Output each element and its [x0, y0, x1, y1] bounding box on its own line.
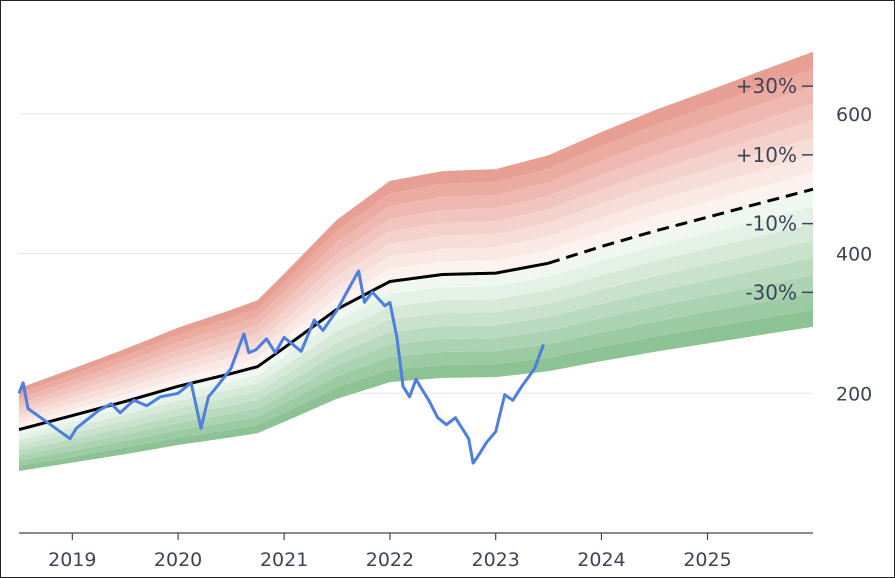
valuation-band-under-2 — [19, 275, 813, 461]
y-tick-label-600: 600 — [836, 104, 872, 126]
y-tick-label-200: 200 — [836, 383, 872, 405]
valuation-band-over-11 — [19, 120, 813, 415]
valuation-band-under-6 — [19, 206, 813, 440]
valuation-band-under-4 — [19, 240, 813, 451]
valuation-band-under-0 — [19, 309, 813, 471]
y-tick-label-400: 400 — [836, 244, 872, 266]
valuation-band-over-12 — [19, 103, 813, 409]
x-tick-label-2024: 2024 — [577, 549, 625, 571]
valuation-band-under-3 — [19, 258, 813, 456]
valuation-band-over-9 — [19, 154, 813, 425]
valuation-bands — [19, 51, 813, 471]
axes: 2019 2020 2021 2022 2023 2024 2025 200 400 600 +30… — [19, 74, 872, 571]
x-tick-label-2022: 2022 — [366, 549, 414, 571]
fair-value-line — [18, 261, 549, 432]
valuation-band-over-14 — [19, 68, 813, 399]
valuation-band-over-8 — [19, 172, 813, 430]
band-label-3: -30% — [745, 280, 797, 304]
valuation-band-under-5 — [19, 223, 813, 446]
x-tick-label-2025: 2025 — [683, 549, 731, 571]
price-line — [17, 269, 545, 465]
x-tick-label-2021: 2021 — [260, 549, 308, 571]
band-label-0: +30% — [736, 74, 797, 98]
band-label-2: -10% — [745, 212, 797, 236]
valuation-band-under-1 — [19, 292, 813, 466]
valuation-band-over-10 — [19, 137, 813, 420]
x-tick-label-2020: 2020 — [154, 549, 202, 571]
fair-value-forecast-line — [547, 187, 814, 265]
x-tick-label-2019: 2019 — [48, 549, 96, 571]
valuation-band-over-15 — [19, 51, 813, 394]
band-label-1: +10% — [736, 143, 797, 167]
x-tick-label-2023: 2023 — [472, 549, 520, 571]
valuation-band-over-13 — [19, 86, 813, 404]
valuation-band-under-7 — [19, 189, 813, 435]
series-lines — [17, 187, 814, 465]
